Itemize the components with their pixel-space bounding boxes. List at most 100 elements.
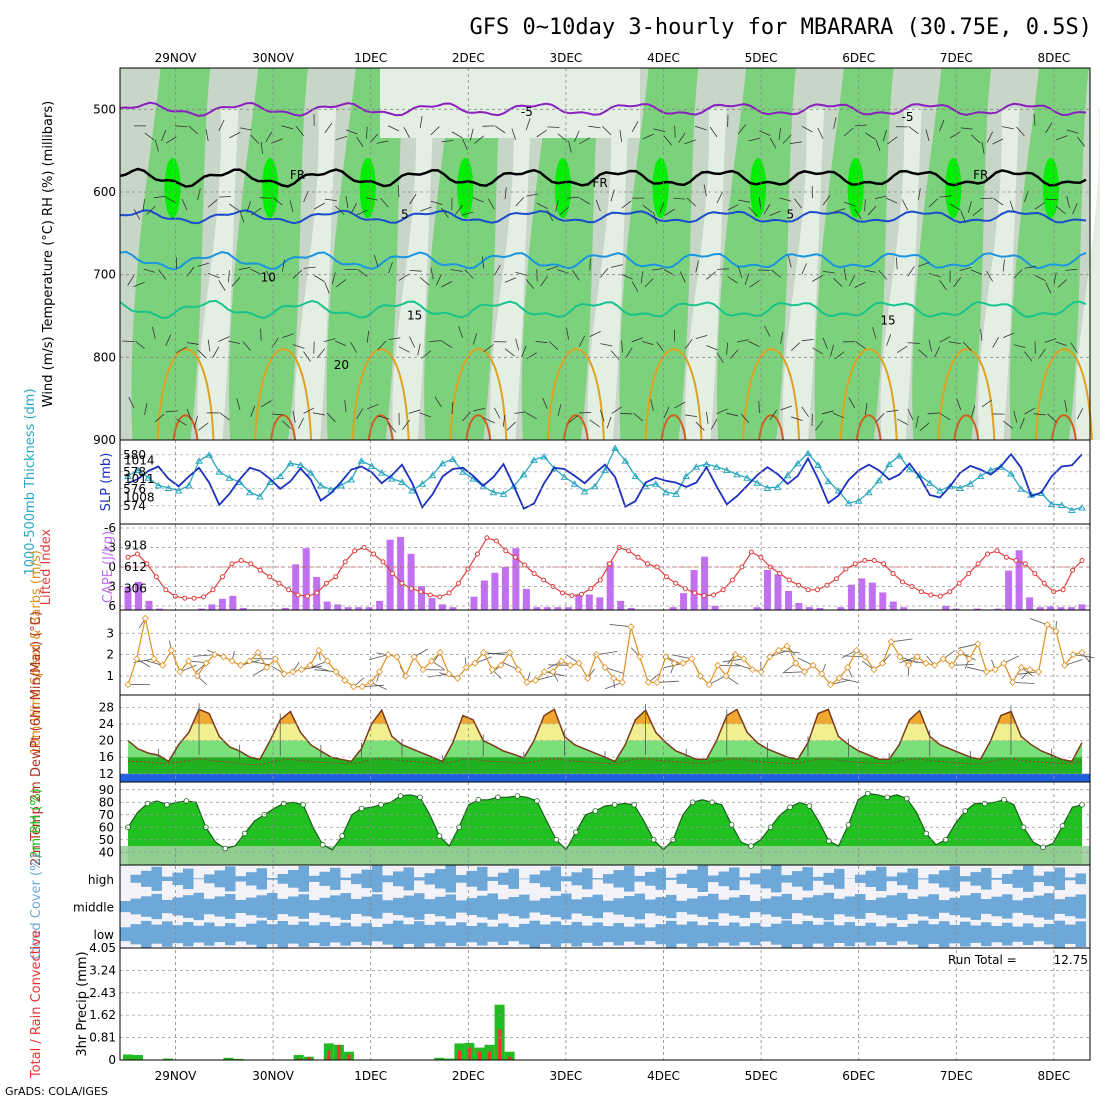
wind10m-marker bbox=[792, 659, 800, 667]
wind-barb bbox=[684, 139, 696, 145]
rh2m-marker bbox=[242, 830, 248, 837]
thickness-marker bbox=[1067, 506, 1076, 514]
wind-barb bbox=[791, 416, 803, 421]
wind-barb bbox=[193, 415, 198, 428]
wind10m-marker bbox=[627, 623, 635, 631]
cape-bar bbox=[281, 607, 289, 610]
cloud-cover-bar bbox=[939, 900, 950, 913]
wind-barb bbox=[621, 340, 623, 353]
wind-barb bbox=[928, 198, 938, 208]
cloud-cover-bar bbox=[1012, 926, 1023, 942]
rh-dry-column bbox=[197, 108, 239, 440]
day-label-top: 5DEC bbox=[745, 51, 778, 65]
wind-barb bbox=[461, 211, 474, 216]
wind-barb bbox=[822, 337, 828, 349]
lifted-index-marker bbox=[399, 580, 405, 586]
wind-barb bbox=[292, 269, 303, 279]
wind10m-barb bbox=[657, 680, 679, 683]
wind-barb bbox=[409, 193, 417, 205]
wind-barb bbox=[1019, 417, 1025, 430]
wind-barb bbox=[918, 188, 921, 201]
wind-barb bbox=[1055, 205, 1066, 215]
wind-barb bbox=[434, 396, 442, 408]
wind-barb bbox=[631, 281, 639, 293]
precip-convective-bar bbox=[478, 1051, 481, 1060]
cloud-cover-bar bbox=[193, 878, 204, 880]
cloud-cover-bar bbox=[393, 920, 404, 948]
wind-barb bbox=[419, 277, 430, 286]
cloud-cover-bar bbox=[834, 898, 845, 915]
cape-bar bbox=[711, 605, 719, 610]
wind-barb bbox=[380, 197, 389, 208]
wind10m-marker bbox=[1043, 621, 1051, 629]
wind-barb bbox=[515, 338, 520, 351]
cloud-cover-bar bbox=[813, 924, 824, 944]
cloud-cover-bar bbox=[760, 926, 771, 942]
thickness-marker bbox=[621, 457, 630, 464]
cape-bar bbox=[701, 556, 709, 610]
wind-barb bbox=[872, 327, 877, 339]
cloud-cover-bar bbox=[319, 897, 330, 916]
cloud-cover-bar bbox=[1033, 895, 1044, 918]
cloud-cover-bar bbox=[540, 898, 551, 915]
cloud-cover-bar bbox=[802, 921, 813, 948]
wind-barb bbox=[918, 349, 928, 358]
cape-bar bbox=[669, 607, 677, 610]
cape-bar bbox=[480, 580, 488, 610]
wind-barb bbox=[656, 341, 665, 352]
cape-bar bbox=[973, 608, 981, 610]
thickness-marker bbox=[1047, 500, 1056, 508]
wind-barb bbox=[886, 197, 898, 204]
cloud-cover-bar bbox=[718, 871, 729, 887]
wind10m-marker bbox=[427, 657, 436, 665]
cloud-cover-bar bbox=[781, 875, 792, 883]
lifted-index-marker bbox=[682, 586, 688, 591]
wind-barb bbox=[968, 201, 972, 213]
wind10m-marker bbox=[176, 668, 184, 676]
cloud-cover-bar bbox=[382, 875, 393, 883]
thickness-ylabel: 1000-500mb Thickness (dm) bbox=[23, 388, 38, 575]
wind-barb bbox=[366, 126, 368, 139]
wind-barb bbox=[289, 200, 294, 213]
lifted-index-marker bbox=[607, 561, 613, 567]
cape-bar bbox=[606, 561, 614, 610]
lifted-index-marker bbox=[701, 593, 707, 599]
wind-barb bbox=[642, 204, 653, 213]
wind-barb bbox=[695, 421, 705, 431]
wind-barb bbox=[684, 338, 693, 349]
cloud-cover-bar bbox=[603, 926, 614, 943]
cloud-cover-bar bbox=[204, 874, 215, 884]
wind10m-barb bbox=[548, 664, 571, 666]
wind-barb bbox=[830, 344, 834, 357]
cape-bar bbox=[334, 604, 342, 610]
wind-barb bbox=[642, 133, 654, 140]
temp-contour-20 bbox=[351, 348, 410, 441]
wind10m-marker bbox=[696, 672, 704, 680]
rh-moist-column bbox=[912, 68, 992, 440]
cape-bar bbox=[1015, 550, 1023, 610]
wind-barb bbox=[928, 339, 932, 352]
cloud-cover-bar bbox=[1012, 869, 1023, 888]
cloud-cover-bar bbox=[981, 899, 992, 914]
cloud-cover-bar bbox=[351, 873, 362, 885]
cloud-cover-bar bbox=[498, 899, 509, 914]
wind10m-marker bbox=[774, 646, 783, 654]
pressure-tick-label: 600 bbox=[93, 185, 116, 199]
wind10m-barb bbox=[368, 654, 389, 660]
thickness-marker bbox=[722, 466, 731, 474]
cloud-cover-bar bbox=[676, 873, 687, 884]
wind-barb bbox=[706, 271, 716, 280]
day-label-top: 8DEC bbox=[1037, 51, 1070, 65]
wind-barb bbox=[376, 140, 389, 144]
wind-barb bbox=[441, 140, 454, 143]
contour-label: FR bbox=[592, 176, 607, 190]
wind10m-marker bbox=[1009, 678, 1017, 686]
lifted-index-marker bbox=[522, 562, 528, 568]
cloud-cover-bar bbox=[802, 897, 813, 916]
rh2m-marker bbox=[806, 803, 813, 809]
rh2m-marker bbox=[1059, 823, 1066, 829]
rh2m-marker bbox=[981, 800, 988, 807]
wind-barb bbox=[579, 197, 591, 205]
wind-barb bbox=[454, 204, 463, 215]
precip-tick-label: 1.62 bbox=[89, 1008, 116, 1022]
